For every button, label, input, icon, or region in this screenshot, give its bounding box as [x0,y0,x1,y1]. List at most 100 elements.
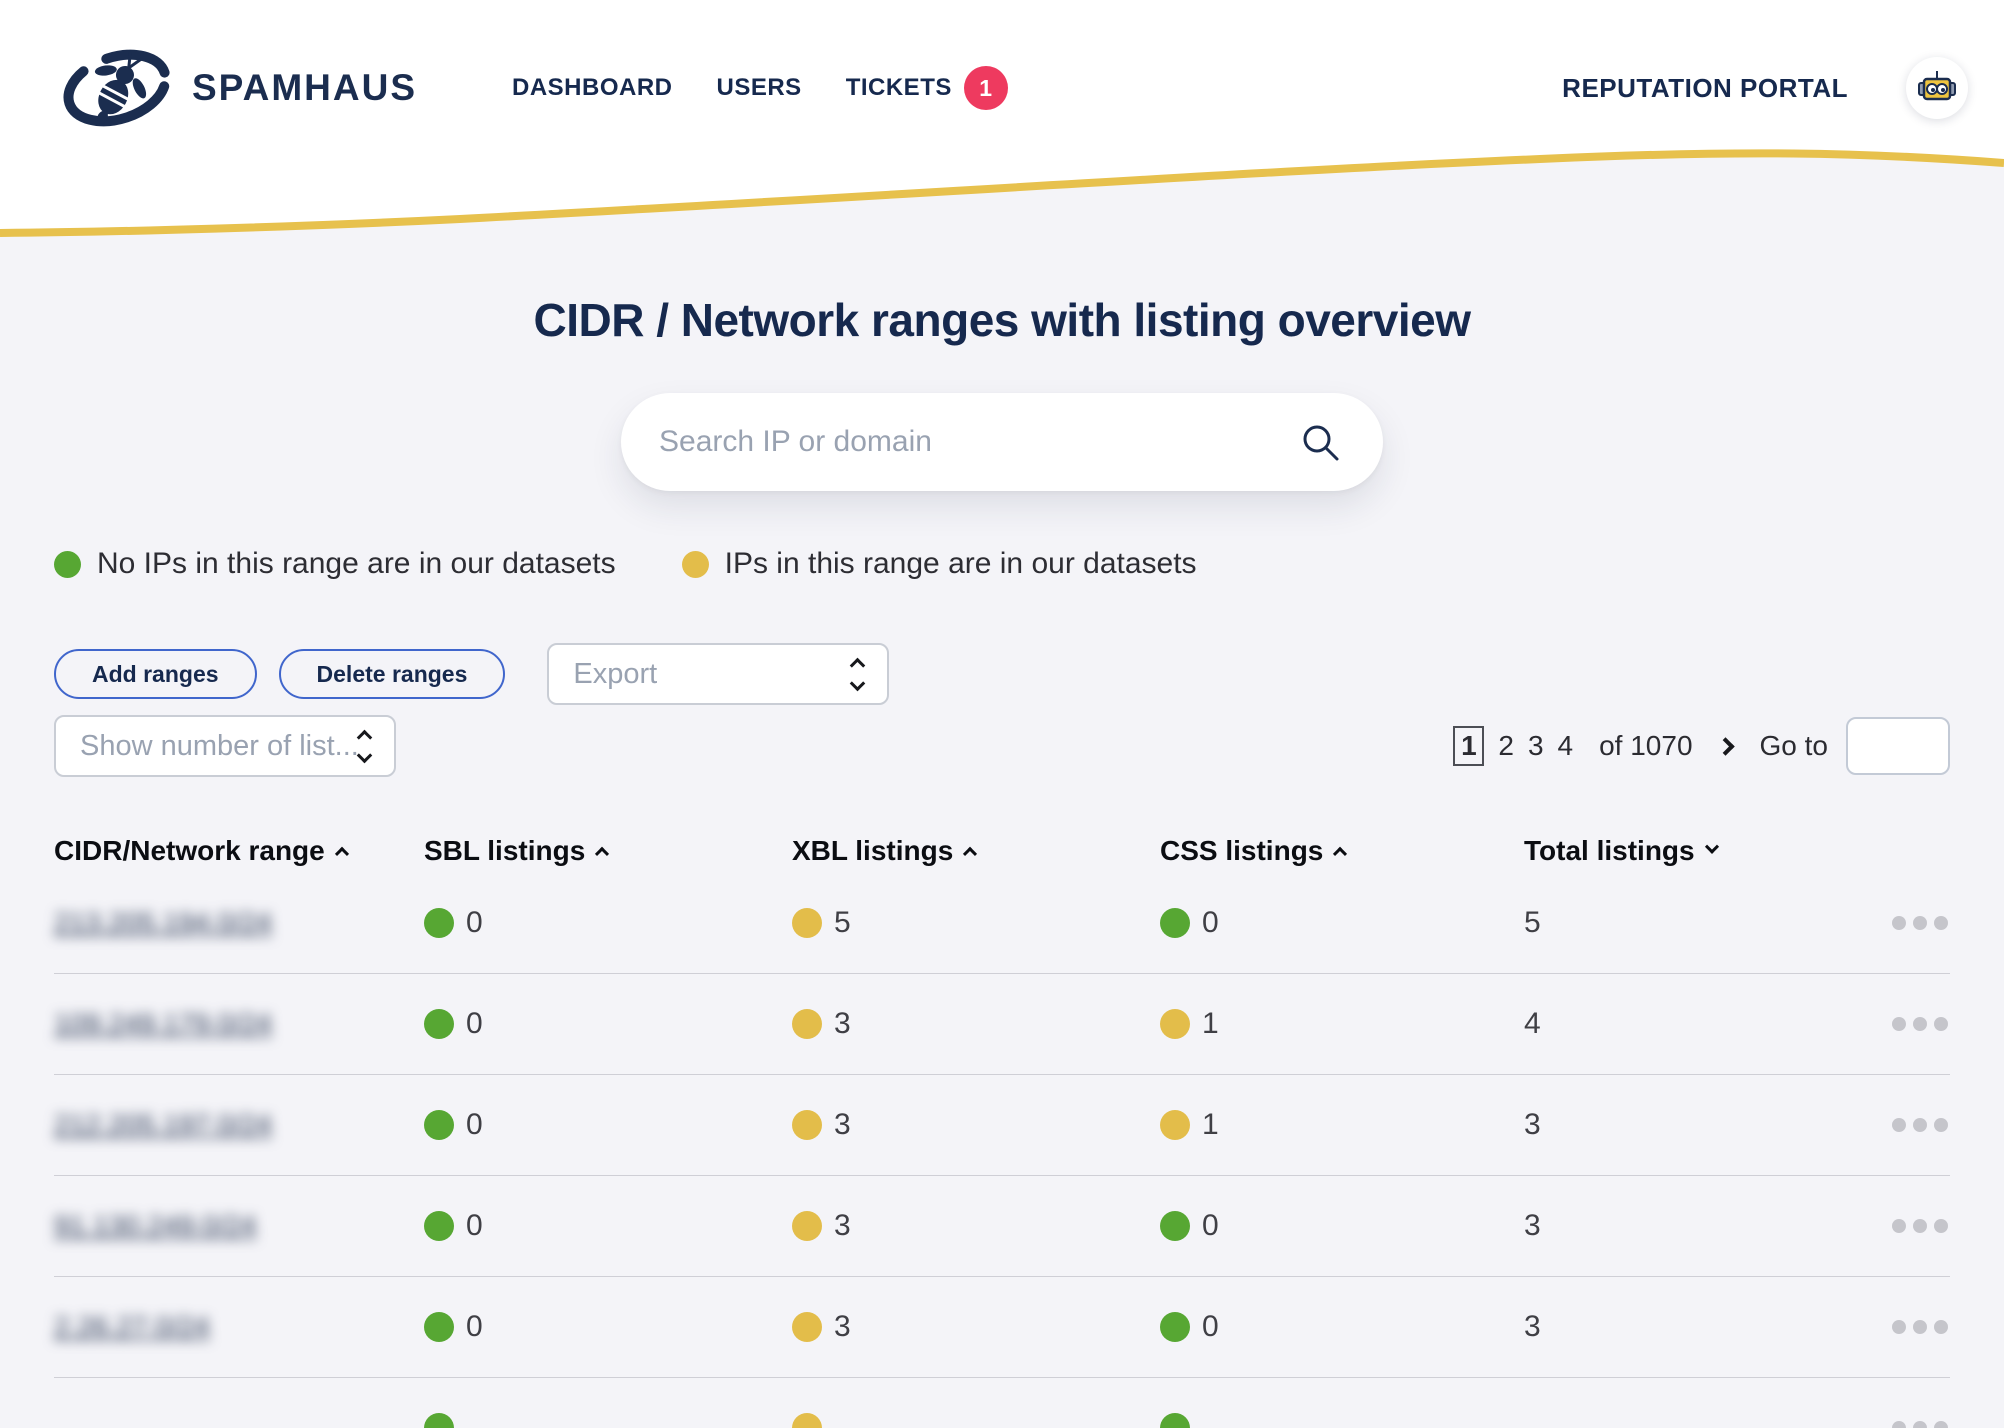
export-select-value: Export [573,657,658,690]
show-listings-value: Show number of list... [80,729,359,762]
row-actions-menu-icon[interactable] [1850,1112,1950,1138]
table-body: 213.205.194.0/24 0 5 0 5 109.249.179.0/2… [54,873,1950,1428]
header-curve-decoration [0,0,2004,237]
sort-caret-icon [1704,839,1719,854]
xbl-status-dot [792,1211,822,1241]
nav-tickets-label: TICKETS [845,74,952,101]
css-status-dot [1160,1312,1190,1342]
column-header-css[interactable]: CSS listings [1160,835,1524,867]
chevron-up-down-icon [850,657,866,691]
xbl-status-dot [792,908,822,938]
xbl-status-dot [792,1110,822,1140]
sort-caret-icon [334,846,349,861]
table-row: 91.130.249.0/24 0 3 0 3 [54,1176,1950,1277]
column-header-sbl[interactable]: SBL listings [424,835,792,867]
xbl-status-dot [792,1413,822,1428]
nav-users-label: USERS [716,74,802,101]
tickets-count-badge: 1 [963,66,1008,110]
nav-dashboard-label: DASHBOARD [512,74,673,101]
sbl-status-dot [424,908,454,938]
pagination-page-2[interactable]: 2 [1498,730,1514,761]
legend-item-clean: No IPs in this range are in our datasets [54,547,616,581]
total-listings-value: 4 [1524,1007,1541,1040]
nav-users[interactable]: USERS [717,74,802,102]
goto-page-label: Go to [1759,730,1828,761]
nav-dashboard[interactable]: DASHBOARD [512,74,673,102]
assistant-robot-button[interactable] [1906,57,1968,119]
xbl-status-dot [792,1312,822,1342]
table-row: 109.249.179.0/24 0 3 1 4 [54,974,1950,1075]
pagination-total: of 1070 [1599,730,1693,761]
total-listings-value: 3 [1524,1108,1541,1141]
table-header-row: CIDR/Network range SBL listings XBL list… [54,829,1950,873]
pagination-page-4[interactable]: 4 [1557,730,1574,761]
sbl-status-dot [424,1009,454,1039]
header: SPAMHAUS DASHBOARD USERS TICKETS 1 REPUT… [0,0,2004,245]
table-row: 2.26.27.0/24 0 3 0 3 [54,1277,1950,1378]
header-right: REPUTATION PORTAL [1562,57,1968,119]
delete-ranges-button[interactable]: Delete ranges [278,649,506,699]
robot-icon [1918,71,1956,101]
search-input[interactable] [621,393,1383,491]
range-link[interactable]: 91.130.249.0/24 [54,1210,257,1241]
sort-caret-icon [595,846,610,861]
status-legend: No IPs in this range are in our datasets… [54,547,1950,581]
range-link[interactable]: 109.249.179.0/24 [54,1008,272,1039]
sort-caret-icon [963,846,978,861]
page-title: CIDR / Network ranges with listing overv… [533,294,1471,346]
legend-clean-label: No IPs in this range are in our datasets [97,547,616,580]
search-icon[interactable] [1299,421,1343,465]
chevron-up-down-icon [356,729,373,763]
css-status-dot [1160,1110,1190,1140]
sbl-status-dot [424,1413,454,1428]
legend-green-dot [54,550,81,578]
list-controls-row: Show number of list... 1 2 3 4 of 1070 G… [54,715,1950,777]
search-bar [621,393,1383,491]
sbl-status-dot [424,1211,454,1241]
column-header-range[interactable]: CIDR/Network range [54,835,424,867]
column-header-total[interactable]: Total listings [1524,835,1850,867]
goto-page-input[interactable] [1846,717,1950,775]
main-nav: DASHBOARD USERS TICKETS 1 [512,66,1008,110]
main-content: CIDR / Network ranges with listing overv… [0,293,2004,1428]
total-listings-value: 3 [1524,1209,1541,1242]
total-listings-value: 3 [1524,1310,1541,1343]
brand-name: SPAMHAUS [192,67,417,108]
table-row: 212.205.197.0/24 0 3 1 3 [54,1075,1950,1176]
table-row-partial [54,1378,1950,1428]
row-actions-menu-icon[interactable] [1850,1213,1950,1239]
legend-item-listed: IPs in this range are in our datasets [681,547,1197,581]
reputation-portal-link[interactable]: REPUTATION PORTAL [1562,72,1848,103]
row-actions-menu-icon[interactable] [1850,1314,1950,1340]
top-navigation-bar: SPAMHAUS DASHBOARD USERS TICKETS 1 REPUT… [0,0,2004,176]
css-status-dot [1160,1009,1190,1039]
pagination-page-1-current[interactable]: 1 [1453,726,1485,766]
ranges-table: CIDR/Network range SBL listings XBL list… [54,829,1950,1428]
row-actions-menu-icon[interactable] [1850,1415,1950,1428]
css-status-dot [1160,1211,1190,1241]
show-listings-select[interactable]: Show number of list... [54,715,396,777]
sort-caret-icon [1333,846,1348,861]
range-link[interactable]: 2.26.27.0/24 [54,1311,210,1342]
table-toolbar: Add ranges Delete ranges Export [54,643,1950,705]
table-row: 213.205.194.0/24 0 5 0 5 [54,873,1950,974]
add-ranges-button[interactable]: Add ranges [54,649,257,699]
spamhaus-logo[interactable]: SPAMHAUS [56,38,417,138]
row-actions-menu-icon[interactable] [1850,1011,1950,1037]
css-status-dot [1160,908,1190,938]
range-link[interactable]: 213.205.194.0/24 [54,907,272,938]
spamhaus-bug-icon [63,49,171,127]
nav-tickets[interactable]: TICKETS 1 [846,66,1008,110]
range-link[interactable]: 212.205.197.0/24 [54,1109,272,1140]
sbl-status-dot [424,1312,454,1342]
pagination: 1 2 3 4 of 1070 Go to [1453,717,1950,775]
legend-listed-label: IPs in this range are in our datasets [724,547,1197,580]
row-actions-menu-icon[interactable] [1850,910,1950,936]
pagination-page-3[interactable]: 3 [1527,730,1544,761]
legend-yellow-dot [681,550,709,578]
column-header-xbl[interactable]: XBL listings [792,835,1160,867]
next-page-chevron-icon[interactable] [1715,736,1735,756]
export-select[interactable]: Export [547,643,890,705]
xbl-status-dot [792,1009,822,1039]
